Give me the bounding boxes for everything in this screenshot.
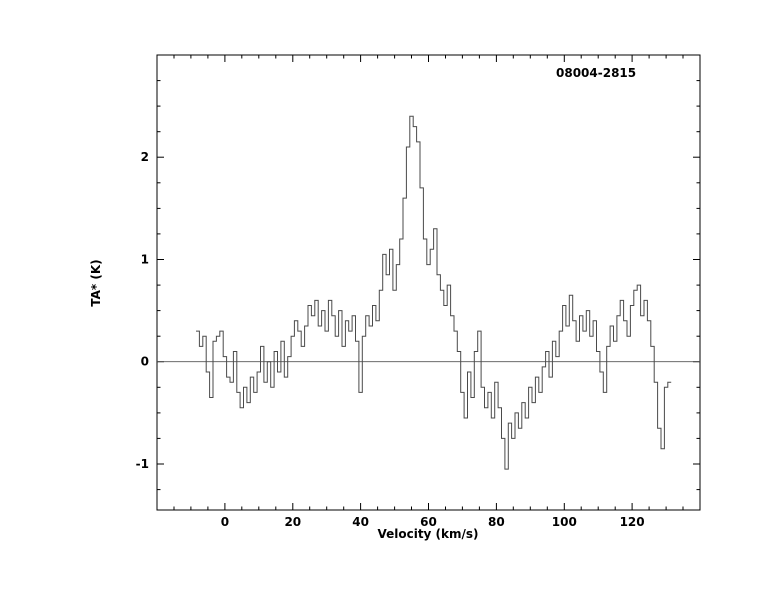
source-name-label: 08004-2815 bbox=[556, 66, 637, 80]
y-axis-title: TA* (K) bbox=[89, 259, 103, 307]
x-tick-label: 20 bbox=[284, 515, 301, 529]
y-tick-label: 0 bbox=[141, 355, 149, 369]
x-tick-label: 120 bbox=[620, 515, 645, 529]
x-tick-label: 80 bbox=[488, 515, 505, 529]
y-tick-label: 1 bbox=[141, 253, 149, 267]
x-tick-label: 0 bbox=[221, 515, 229, 529]
y-tick-label: 2 bbox=[141, 150, 149, 164]
y-tick-label: -1 bbox=[136, 457, 149, 471]
x-tick-label: 100 bbox=[552, 515, 577, 529]
x-tick-label: 60 bbox=[420, 515, 437, 529]
x-tick-label: 40 bbox=[352, 515, 369, 529]
x-axis-title: Velocity (km/s) bbox=[377, 527, 479, 541]
spectrum-trace bbox=[196, 115, 672, 470]
plot-box bbox=[156, 54, 701, 511]
